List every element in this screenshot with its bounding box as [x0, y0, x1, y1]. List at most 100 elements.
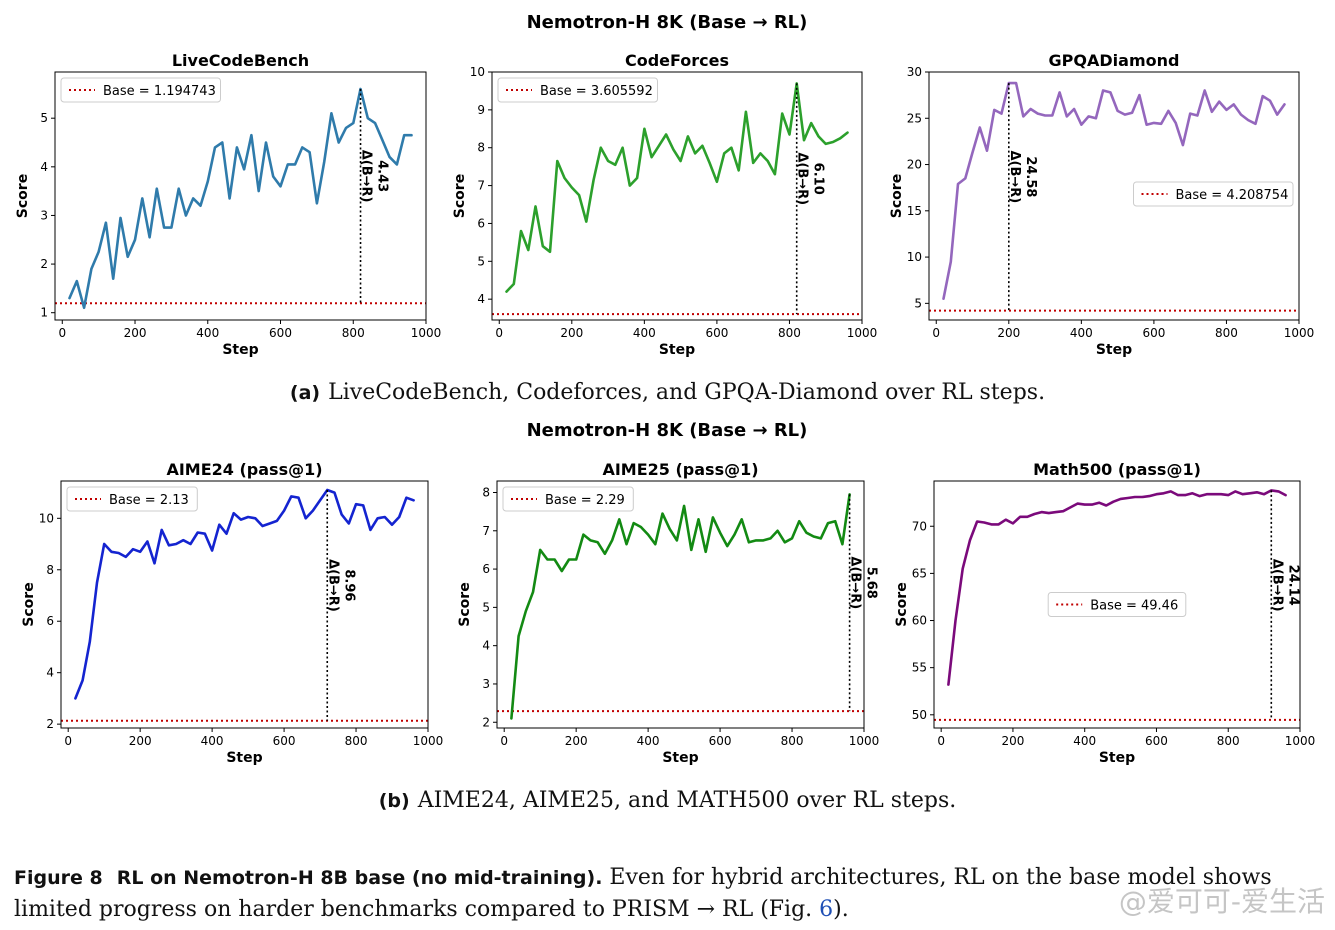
- delta-annotation: Δ(B→R)5.68: [848, 556, 879, 609]
- plot-frame: [491, 71, 863, 321]
- x-tick-label: 0: [932, 326, 940, 340]
- x-tick-label: 200: [129, 734, 152, 748]
- legend-label: Base = 49.46: [1090, 599, 1178, 614]
- y-tick-label: 4: [482, 639, 490, 653]
- x-tick-label: 600: [1145, 734, 1168, 748]
- delta-value: 5.68: [864, 567, 879, 599]
- plot-frame: [54, 71, 427, 321]
- y-tick-label: 10: [907, 250, 922, 264]
- delta-label: Δ(B→R): [795, 152, 810, 205]
- legend-box: [1047, 592, 1187, 617]
- x-tick-label: 1000: [1284, 326, 1315, 340]
- chart-title: GPQADiamond: [1049, 51, 1180, 70]
- series-line: [510, 493, 851, 720]
- y-tick-label: 65: [912, 566, 927, 580]
- chart-2: GPQADiamond 0 200 400 600 800 1000 5 10 15 20 25 30 S…: [889, 51, 1314, 358]
- suptitle-top: Nemotron-H 8K (Base → RL): [527, 12, 808, 33]
- y-tick-label: 6: [46, 614, 54, 628]
- x-tick-label: 200: [124, 326, 147, 340]
- plot-frame: [933, 480, 1301, 729]
- x-tick-label: 0: [500, 734, 508, 748]
- y-tick-label: 25: [907, 111, 922, 125]
- series-line: [74, 488, 415, 700]
- y-axis-label: Score: [457, 582, 473, 626]
- y-tick-label: 8: [482, 485, 490, 499]
- x-tick-label: 600: [273, 734, 296, 748]
- x-tick-label: 600: [705, 326, 728, 340]
- chart-title: CodeForces: [625, 51, 729, 70]
- x-tick-label: 0: [64, 734, 72, 748]
- delta-value: 24.58: [1023, 156, 1038, 197]
- subcaption-a-label: (a): [289, 382, 321, 404]
- figure-caption-end: ).: [833, 897, 849, 922]
- x-tick-label: 0: [58, 326, 66, 340]
- y-tick-label: 3: [482, 677, 490, 691]
- x-tick-label: 1000: [411, 326, 442, 340]
- plot-frame: [928, 71, 1300, 321]
- delta-annotation: Δ(B→R)8.96: [325, 559, 356, 612]
- delta-label: Δ(B→R): [848, 556, 863, 609]
- chart-title: LiveCodeBench: [172, 51, 309, 70]
- y-tick-label: 60: [912, 614, 927, 628]
- x-tick-label: 400: [196, 326, 219, 340]
- x-tick-label: 600: [269, 326, 292, 340]
- subcaption-a-text: LiveCodeBench, Codeforces, and GPQA-Diam…: [328, 380, 1046, 405]
- subcaption-a: (a) LiveCodeBench, Codeforces, and GPQA-D…: [0, 380, 1335, 405]
- y-tick-label: 20: [907, 158, 922, 172]
- delta-value: 6.10: [811, 163, 826, 195]
- y-tick-label: 50: [912, 708, 927, 722]
- suptitle-bottom: Nemotron-H 8K (Base → RL): [527, 420, 808, 441]
- y-tick-label: 5: [914, 296, 922, 310]
- x-tick-label: 200: [560, 326, 583, 340]
- y-tick-label: 4: [477, 292, 485, 306]
- legend-box: [502, 486, 634, 512]
- x-tick-label: 800: [778, 326, 801, 340]
- figure-caption: Figure 8 RL on Nemotron-H 8B base (no mi…: [14, 862, 1324, 925]
- y-tick-label: 6: [477, 216, 485, 230]
- figure-ref-link[interactable]: 6: [819, 897, 834, 922]
- watermark: @爱可可-爱生活: [1118, 885, 1325, 918]
- legend-label: Base = 3.605592: [540, 84, 653, 99]
- x-tick-label: 1000: [413, 734, 444, 748]
- series-line: [942, 81, 1286, 301]
- delta-value: 24.14: [1285, 565, 1300, 606]
- plot-frame: [496, 480, 865, 729]
- chart-4: AIME25 (pass@1) 0 200 400 600 800 1000 2 3 4 5 6 7 8 S…: [457, 460, 879, 766]
- y-tick-label: 5: [482, 600, 490, 614]
- y-axis-label: Score: [21, 582, 37, 626]
- x-tick-label: 400: [637, 734, 660, 748]
- y-tick-label: 9: [477, 103, 485, 117]
- figure-caption-title: RL on Nemotron-H 8B base (no mid-trainin…: [116, 867, 603, 889]
- y-tick-label: 5: [477, 254, 485, 268]
- chart-title: AIME25 (pass@1): [602, 460, 758, 479]
- x-tick-label: 800: [1215, 326, 1238, 340]
- chart-1: CodeForces 0 200 400 600 800 1000 4 5 6 7 8 9 10 Step S…: [452, 51, 877, 358]
- legend-label: Base = 4.208754: [1176, 188, 1289, 203]
- chart-title: Math500 (pass@1): [1033, 460, 1201, 479]
- x-tick-label: 0: [937, 734, 945, 748]
- x-axis-label: Step: [226, 750, 262, 766]
- y-tick-label: 5: [40, 111, 48, 125]
- legend-box: [60, 77, 221, 103]
- delta-annotation: Δ(B→R)24.58: [1007, 151, 1038, 204]
- y-tick-label: 10: [39, 511, 54, 525]
- y-tick-label: 2: [482, 715, 490, 729]
- y-tick-label: 2: [40, 257, 48, 271]
- x-tick-label: 400: [1070, 326, 1093, 340]
- y-axis-label: Score: [889, 174, 905, 218]
- chart-3: AIME24 (pass@1) 0 200 400 600 800 1000 2 4 6 8 10 St…: [21, 460, 443, 766]
- delta-value: 8.96: [341, 569, 356, 601]
- series-line: [68, 87, 413, 310]
- y-tick-label: 10: [470, 65, 485, 79]
- subcaption-b-text: AIME24, AIME25, and MATH500 over RL step…: [417, 788, 957, 813]
- delta-label: Δ(B→R): [1269, 559, 1284, 612]
- y-tick-label: 15: [907, 204, 922, 218]
- chart-5: Math500 (pass@1) 0 200 400 600 800 1000 50 55 60 6…: [894, 460, 1315, 766]
- x-tick-label: 600: [709, 734, 732, 748]
- delta-label: Δ(B→R): [325, 559, 340, 612]
- y-axis-label: Score: [15, 174, 31, 218]
- delta-label: Δ(B→R): [359, 150, 374, 203]
- x-axis-label: Step: [659, 342, 695, 358]
- subcaption-b: (b) AIME24, AIME25, and MATH500 over RL s…: [0, 788, 1335, 813]
- y-tick-label: 70: [912, 519, 927, 533]
